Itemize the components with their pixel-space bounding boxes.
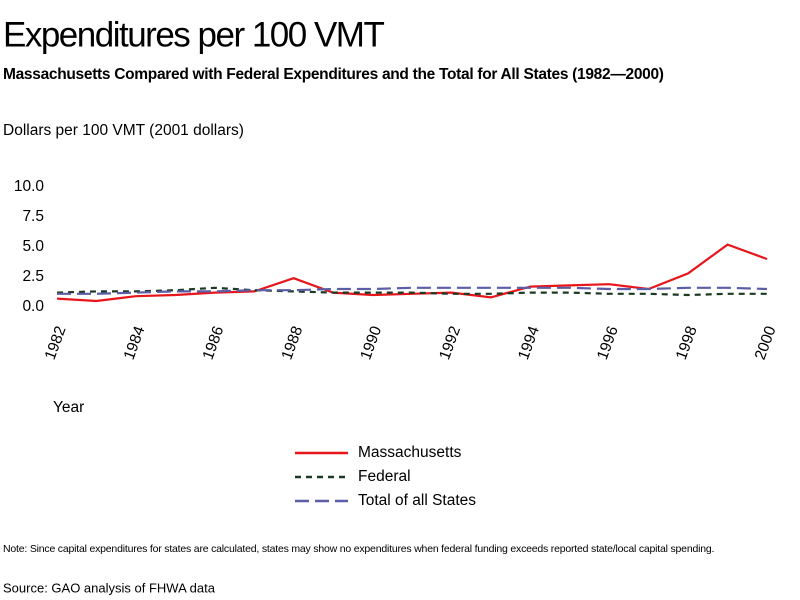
x-tick-label: 1984 [121, 324, 149, 363]
x-tick-label: 1994 [515, 324, 543, 363]
y-tick-label: 0.0 [22, 298, 44, 315]
chart-subtitle: Massachusetts Compared with Federal Expe… [3, 66, 664, 83]
x-tick-label: 1998 [673, 324, 701, 362]
y-axis-label: Dollars per 100 VMT (2001 dollars) [3, 122, 244, 139]
y-tick-label: 5.0 [22, 238, 44, 255]
y-tick-label: 2.5 [22, 268, 44, 285]
legend-label: Federal [358, 468, 411, 485]
chart-title: Expenditures per 100 VMT [3, 15, 384, 54]
legend-label: Massachusetts [358, 444, 462, 461]
y-tick-label: 10.0 [14, 178, 45, 195]
x-tick-label: 1990 [357, 324, 385, 363]
source: Source: GAO analysis of FHWA data [3, 580, 216, 595]
y-tick-label: 7.5 [22, 208, 44, 225]
series-line [57, 286, 768, 295]
x-tick-label: 1996 [594, 324, 622, 362]
note: Note: Since capital expenditures for sta… [3, 543, 714, 555]
series-line [56, 286, 767, 297]
x-axis-label: Year [53, 399, 84, 416]
legend-label: Total of all States [358, 492, 476, 509]
x-tick-label: 1986 [200, 324, 228, 362]
x-tick-label: 2000 [752, 324, 780, 363]
x-tick-label: 1982 [42, 324, 70, 362]
x-tick-label: 1992 [436, 324, 464, 362]
x-tick-label: 1988 [279, 324, 307, 362]
